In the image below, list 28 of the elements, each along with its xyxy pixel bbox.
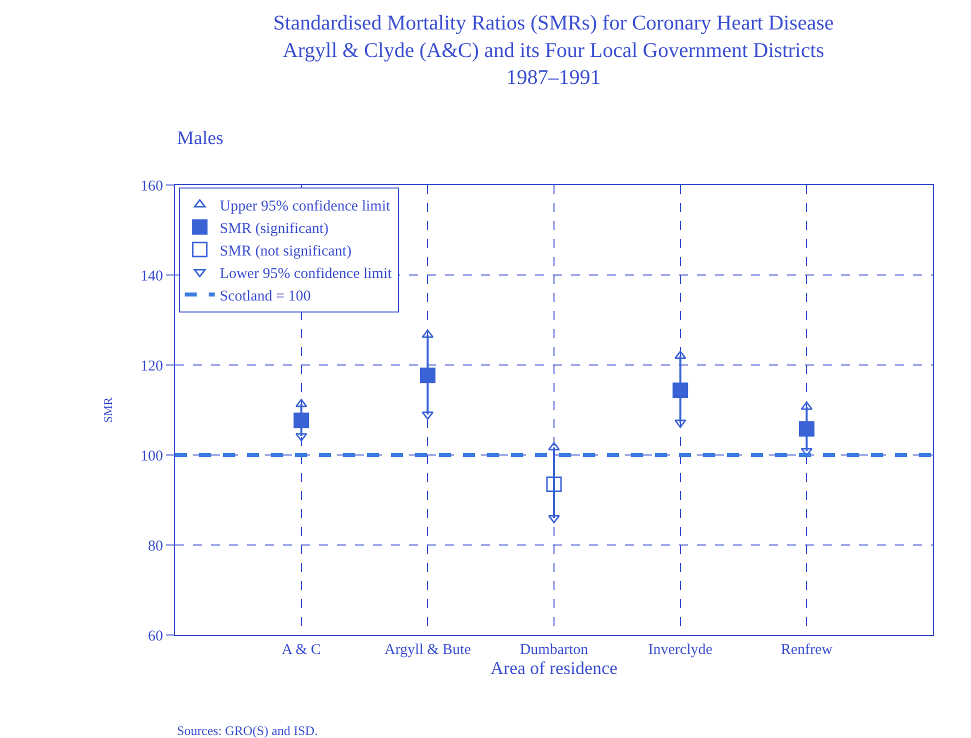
x-tick-label: Dumbarton (520, 642, 589, 658)
point (798, 421, 814, 437)
y-axis-title: SMR (100, 397, 115, 423)
x-tick-label: Inverclyde (648, 642, 713, 658)
x-tick-label: Argyll & Bute (384, 642, 472, 658)
legend-label: Scotland = 100 (220, 288, 311, 304)
chart-title: Standardised Mortality Ratios (SMRs) for Coronary Heart Disease Argyll & Clyde (A&C) and its Four Local Government Districts 1987–1991 (273, 10, 834, 90)
y-tick-label: 160 (140, 178, 163, 194)
x-axis-title: Area of residence (490, 658, 618, 678)
x-tick-label: Renfrew (780, 642, 833, 658)
point (294, 412, 310, 428)
point (420, 368, 436, 384)
legend-label: SMR (not significant) (220, 243, 352, 260)
y-tick-label: 60 (148, 628, 163, 644)
y-tick-label: 120 (140, 358, 163, 374)
source-note: Sources: GRO(S) and ISD. (177, 723, 318, 738)
y-tick-label: 80 (148, 538, 163, 554)
y-tick-label: 140 (140, 268, 163, 284)
point (672, 382, 688, 398)
chart-subtitle: Males (177, 128, 224, 149)
legend-label: Lower 95% confidence limit (220, 266, 393, 282)
point (546, 476, 562, 492)
point (295, 398, 308, 408)
point (548, 515, 560, 524)
y-tick-label: 100 (140, 448, 163, 464)
legend-label: Upper 95% confidence limit (220, 198, 391, 214)
x-tick-label: A & C (282, 642, 321, 658)
legend-label: SMR (significant) (220, 220, 329, 237)
